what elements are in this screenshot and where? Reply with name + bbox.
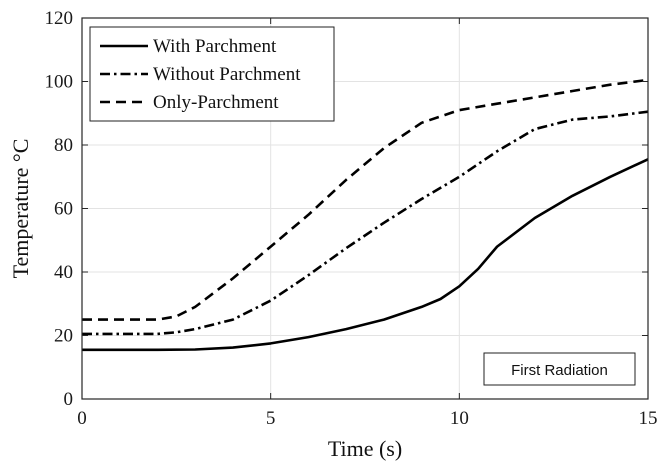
y-tick-label: 60 xyxy=(54,199,73,220)
x-tick-label: 0 xyxy=(77,408,87,429)
series-line-2 xyxy=(82,110,649,336)
legend-label-2: Without Parchment xyxy=(153,64,301,85)
annotation: First Radiation xyxy=(483,352,636,386)
x-axis-label: Time (s) xyxy=(328,436,402,461)
series-line-3 xyxy=(82,78,649,321)
y-tick-label: 20 xyxy=(54,326,73,347)
x-tick-label: 5 xyxy=(266,408,276,429)
y-tick-label: 80 xyxy=(54,135,73,156)
x-tick-label: 10 xyxy=(450,408,469,429)
axis-ticks: 0 5 10 15 0 20 40 60 80 100 120 xyxy=(45,8,658,429)
y-tick-label: 0 xyxy=(64,389,74,410)
legend-box xyxy=(89,26,335,122)
y-tick-label: 100 xyxy=(45,72,74,93)
x-tick-label: 15 xyxy=(639,408,658,429)
annotation-box xyxy=(483,352,636,386)
y-tick-label: 120 xyxy=(45,8,74,29)
legend: With Parchment Without Parchment Only-Parc… xyxy=(89,26,335,122)
legend-label-1: With Parchment xyxy=(153,36,277,57)
annotation-text: First Radiation xyxy=(511,362,608,379)
legend-label-3: Only-Parchment xyxy=(153,92,279,113)
series-line-1 xyxy=(82,158,649,352)
y-tick-label: 40 xyxy=(54,262,73,283)
series-lines xyxy=(82,78,649,352)
y-axis-label: Temperature °C xyxy=(8,139,33,279)
